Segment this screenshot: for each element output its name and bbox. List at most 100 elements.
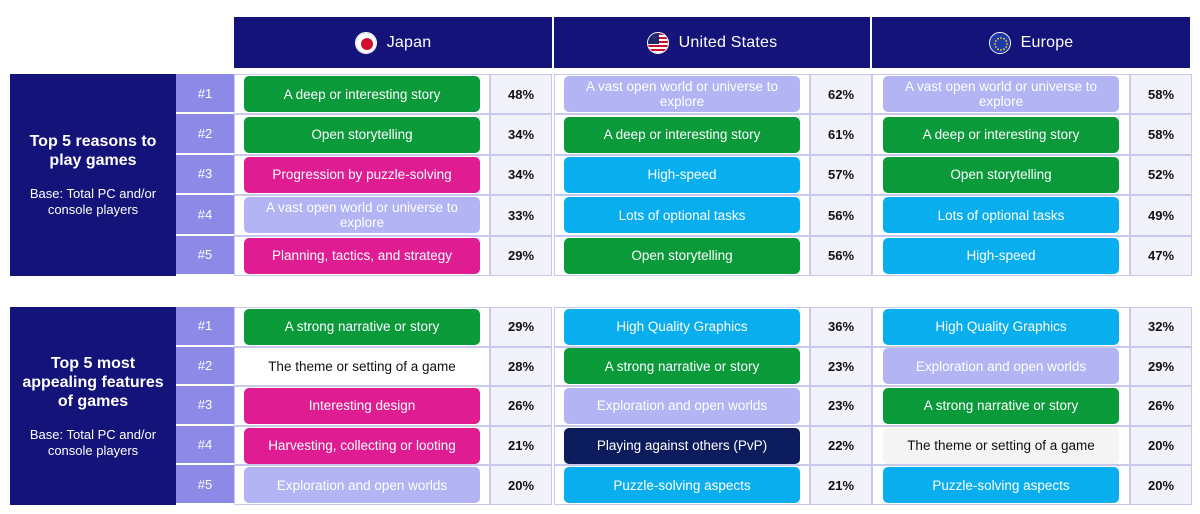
- percentage-value: 26%: [1130, 386, 1192, 426]
- item-pill: Exploration and open worlds: [564, 387, 800, 424]
- table-row: The theme or setting of a game 28% A stron…: [234, 346, 1192, 387]
- percentage-value: 21%: [810, 465, 872, 505]
- section-base: Base: Total PC and/or console players: [29, 186, 157, 217]
- item-cell: High Quality Graphics: [554, 307, 810, 347]
- item-pill: Open storytelling: [244, 116, 480, 153]
- section-title-box: Top 5 most appealing features of games B…: [10, 307, 176, 505]
- item-pill: A vast open world or universe to explore: [244, 197, 480, 234]
- item-pill: A strong narrative or story: [883, 387, 1119, 424]
- percentage-value: 29%: [1130, 346, 1192, 387]
- rank-label: #3: [176, 386, 234, 426]
- column-header-label: United States: [678, 33, 778, 51]
- item-cell: Exploration and open worlds: [554, 386, 810, 426]
- section-title: Top 5 reasons to play games: [29, 133, 157, 169]
- rank-label: #2: [176, 346, 234, 387]
- item-pill: Open storytelling: [564, 237, 800, 274]
- table-row: A strong narrative or story 29% High Quali…: [234, 307, 1192, 347]
- rank-label: #1: [176, 74, 234, 115]
- item-cell: Exploration and open worlds: [234, 465, 490, 505]
- item-cell: Puzzle-solving aspects: [554, 465, 810, 505]
- column-header-europe: Europe: [872, 17, 1190, 68]
- item-pill: A vast open world or universe to explore: [883, 76, 1119, 113]
- japan-flag-icon: [354, 31, 377, 54]
- us-flag-icon: [646, 31, 669, 54]
- column-header-label: Europe: [1020, 33, 1074, 51]
- item-cell: The theme or setting of a game: [234, 346, 490, 387]
- item-cell: Open storytelling: [554, 235, 810, 276]
- section-features: Top 5 most appealing features of games B…: [10, 307, 1192, 505]
- percentage-value: 62%: [810, 74, 872, 115]
- percentage-value: 29%: [490, 235, 552, 276]
- percentage-value: 20%: [1130, 425, 1192, 466]
- percentage-value: 32%: [1130, 307, 1192, 347]
- percentage-value: 58%: [1130, 74, 1192, 115]
- table-row: A vast open world or universe to explore…: [234, 195, 1192, 236]
- percentage-value: 34%: [490, 114, 552, 155]
- rank-label: #4: [176, 425, 234, 466]
- table-row: A deep or interesting story 48% A vast ope…: [234, 74, 1192, 115]
- item-pill: Puzzle-solving aspects: [564, 467, 800, 504]
- item-pill: A deep or interesting story: [883, 116, 1119, 153]
- item-cell: A deep or interesting story: [234, 74, 490, 115]
- item-cell: A vast open world or universe to explore: [234, 195, 490, 236]
- item-cell: A deep or interesting story: [554, 114, 810, 155]
- item-cell: Open storytelling: [872, 154, 1130, 196]
- percentage-value: 20%: [490, 465, 552, 505]
- item-cell: Playing against others (PvP): [554, 425, 810, 466]
- item-cell: High Quality Graphics: [872, 307, 1130, 347]
- item-cell: High-speed: [554, 154, 810, 196]
- percentage-value: 20%: [1130, 465, 1192, 505]
- section-reasons: Top 5 reasons to play games Base: Total …: [10, 74, 1192, 276]
- table-row: Open storytelling 34% A deep or interestin…: [234, 114, 1192, 155]
- rank-label: #5: [176, 235, 234, 276]
- item-cell: A strong narrative or story: [554, 346, 810, 387]
- percentage-value: 48%: [490, 74, 552, 115]
- item-pill: A deep or interesting story: [564, 116, 800, 153]
- table-row: Harvesting, collecting or looting 21% Play…: [234, 425, 1192, 466]
- item-pill: High-speed: [564, 156, 800, 193]
- table-row: Exploration and open worlds 20% Puzzle-sol…: [234, 465, 1192, 505]
- item-cell: Lots of optional tasks: [872, 195, 1130, 236]
- percentage-value: 23%: [810, 386, 872, 426]
- rank-label: #5: [176, 465, 234, 505]
- column-header-japan: Japan: [234, 17, 552, 68]
- percentage-value: 52%: [1130, 154, 1192, 196]
- percentage-value: 29%: [490, 307, 552, 347]
- item-pill: Exploration and open worlds: [883, 348, 1119, 385]
- percentage-value: 47%: [1130, 235, 1192, 276]
- percentage-value: 57%: [810, 154, 872, 196]
- item-cell: A vast open world or universe to explore: [872, 74, 1130, 115]
- item-cell: Progression by puzzle-solving: [234, 154, 490, 196]
- item-pill: Playing against others (PvP): [564, 427, 800, 464]
- percentage-value: 23%: [810, 346, 872, 387]
- item-pill: Puzzle-solving aspects: [883, 467, 1119, 504]
- percentage-value: 21%: [490, 425, 552, 466]
- percentage-value: 49%: [1130, 195, 1192, 236]
- item-cell: A deep or interesting story: [872, 114, 1130, 155]
- item-pill: A vast open world or universe to explore: [564, 76, 800, 113]
- percentage-value: 36%: [810, 307, 872, 347]
- column-header-united-states: United States: [554, 17, 870, 68]
- percentage-value: 34%: [490, 154, 552, 196]
- item-pill: High-speed: [883, 237, 1119, 274]
- item-pill: Progression by puzzle-solving: [244, 156, 480, 193]
- item-pill: A strong narrative or story: [244, 308, 480, 345]
- percentage-value: 61%: [810, 114, 872, 155]
- item-cell: Lots of optional tasks: [554, 195, 810, 236]
- percentage-value: 58%: [1130, 114, 1192, 155]
- item-cell: High-speed: [872, 235, 1130, 276]
- table-row: Interesting design 26% Exploration and ope…: [234, 386, 1192, 426]
- item-cell: A strong narrative or story: [234, 307, 490, 347]
- item-pill: Lots of optional tasks: [883, 197, 1119, 234]
- item-cell: Exploration and open worlds: [872, 346, 1130, 387]
- item-pill: The theme or setting of a game: [244, 348, 480, 385]
- rank-label: #2: [176, 114, 234, 155]
- rank-label: #1: [176, 307, 234, 347]
- item-cell: Puzzle-solving aspects: [872, 465, 1130, 505]
- item-cell: The theme or setting of a game: [872, 425, 1130, 466]
- percentage-value: 22%: [810, 425, 872, 466]
- item-cell: Interesting design: [234, 386, 490, 426]
- section-base: Base: Total PC and/or console players: [29, 426, 157, 458]
- column-header-label: Japan: [386, 33, 432, 51]
- item-pill: Interesting design: [244, 387, 480, 424]
